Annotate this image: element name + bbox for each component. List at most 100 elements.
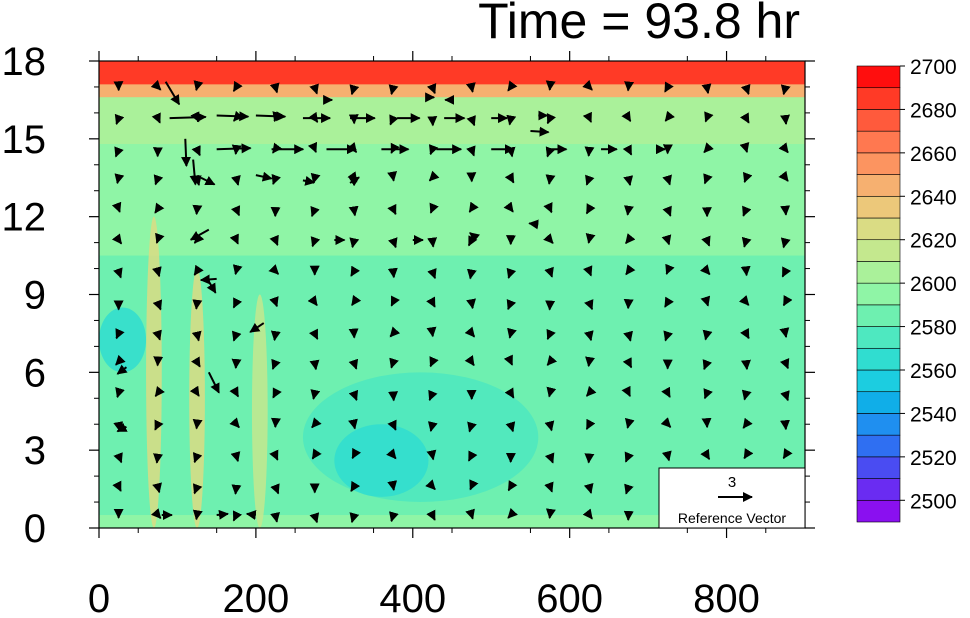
y-tick-label: 3 (24, 429, 46, 473)
wind-vector-grid (428, 389, 438, 401)
colorbar-label: 2600 (910, 273, 957, 296)
wind-vector-grid (661, 386, 671, 398)
wind-vector-grid (740, 327, 750, 340)
wind-vector-grid (232, 510, 243, 522)
wind-vector-grid (309, 359, 320, 371)
wind-vector-grid (311, 448, 322, 460)
wind-vector-grid (781, 266, 792, 278)
y-axis: 0 3 6 9 12 15 18 (2, 40, 815, 551)
colorbar-box (856, 109, 901, 132)
wind-vector-grid (466, 268, 477, 280)
wind-vector-grid (661, 234, 672, 246)
field-low_pool_2 (334, 424, 429, 497)
wind-vector-grid (229, 417, 240, 429)
wind-vector-grid (583, 265, 593, 277)
wind-vector-grid (468, 201, 479, 213)
wind-vector-grid (426, 509, 436, 521)
wind-vector-grid (387, 419, 397, 431)
wind-vector-grid (503, 201, 514, 213)
colorbar-box (856, 65, 901, 89)
colorbar-box (856, 87, 901, 110)
wind-vector-grid (504, 387, 515, 399)
wind-vector-grid (389, 326, 401, 338)
wind-vector-grid (546, 354, 558, 366)
field-plume_1 (146, 216, 162, 528)
wind-vector-grid (624, 483, 634, 495)
wind-vector-grid (544, 266, 554, 278)
wind-vector-grid (350, 480, 361, 493)
wind-vector-grid (115, 328, 125, 340)
colorbar-label: 2640 (910, 186, 957, 209)
wind-vector-grid (427, 268, 437, 280)
wind-vector-grid (582, 508, 593, 520)
wind-vector-grid (623, 205, 634, 216)
wind-vector-grid (155, 232, 165, 244)
colorbar-box (856, 369, 901, 393)
wind-vector-grid (231, 484, 242, 495)
colorbar-label: 2520 (910, 447, 957, 470)
wind-vector-grid (664, 81, 674, 93)
wind-vector-grid (191, 330, 202, 342)
wind-vector (245, 510, 257, 520)
wind-vector-grid (152, 266, 162, 278)
wind-vector-grid (271, 358, 281, 370)
wind-vector (255, 111, 287, 122)
wind-vector-grid (269, 234, 279, 246)
wind-vector-grid (150, 79, 162, 91)
wind-vector-grid (113, 267, 123, 279)
wind-vector-grid (307, 141, 318, 154)
colorbar-label: 2580 (910, 317, 957, 340)
field-plume_3 (251, 294, 268, 528)
colorbar-box (856, 347, 901, 371)
wind-vector-grid (546, 386, 557, 398)
wind-vector-grid (349, 512, 360, 524)
wind-vector-grid (701, 235, 711, 247)
wind-vector-grid (309, 83, 319, 95)
wind-vector-grid (310, 205, 320, 218)
wind-vector (189, 159, 200, 186)
wind-vector-grid (780, 419, 790, 431)
x-tick-label: 600 (536, 577, 603, 618)
wind-vector-grid (622, 144, 633, 156)
wind-vector-grid (388, 84, 399, 96)
wind-vector-grid (427, 237, 438, 248)
wind-vector (199, 274, 217, 285)
wind-vector (164, 81, 181, 106)
wind-vector-grid (189, 385, 200, 397)
wind-vector-grid (348, 358, 359, 370)
wind-vector-grid (507, 80, 518, 92)
y-tick-label: 15 (2, 118, 47, 162)
wind-vector-grid (193, 80, 204, 92)
wind-vector-grid (585, 385, 597, 397)
wind-vector-grid (271, 173, 281, 186)
colorbar-label: 2560 (910, 360, 957, 383)
wind-vector-grid (387, 480, 398, 491)
colorbar-box (856, 174, 901, 197)
wind-vector-grid (231, 330, 242, 342)
colorbar-box (856, 434, 901, 458)
wind-vector-grid (270, 330, 281, 342)
wind-vector-grid (742, 417, 753, 429)
wind-vector-grid (624, 451, 634, 463)
wind-vector-grid (585, 418, 596, 430)
wind-vector-grid (154, 202, 165, 214)
wind-vector-grid (584, 299, 594, 311)
wind-vector-grid (428, 144, 439, 156)
wind-vector-grid (350, 265, 361, 277)
wind-vector-grid (505, 146, 516, 158)
x-tick-label: 800 (693, 577, 760, 618)
wind-vector-grid (114, 146, 124, 158)
wind-vector-grid (111, 233, 123, 245)
wind-vector-grid (582, 79, 593, 91)
wind-vector-grid (425, 479, 436, 491)
reference-magnitude: 3 (728, 474, 736, 491)
wind-vector-grid (742, 171, 753, 184)
wind-vector (348, 176, 360, 187)
wind-vector-grid (467, 450, 478, 462)
wind-vector-grid (624, 417, 635, 429)
wind-vector-grid (152, 329, 162, 341)
wind-vector-grid (465, 508, 475, 520)
wind-vector-grid (426, 449, 437, 461)
wind-vector-grid (622, 357, 633, 369)
